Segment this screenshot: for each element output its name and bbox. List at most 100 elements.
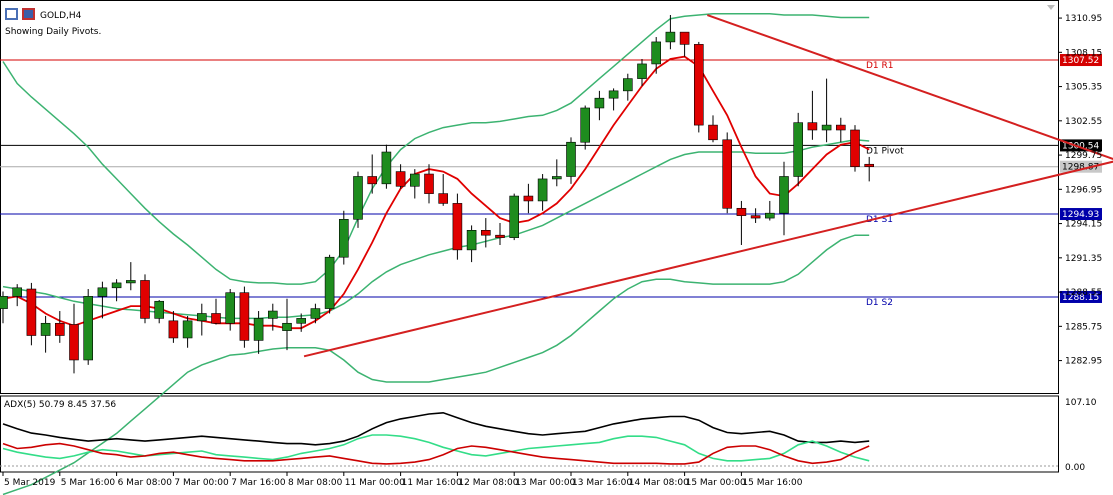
candle-body[interactable] bbox=[381, 151, 392, 185]
candle-body[interactable] bbox=[26, 288, 37, 336]
candle-body[interactable] bbox=[168, 320, 179, 339]
candle-body[interactable] bbox=[708, 124, 718, 141]
candle-body[interactable] bbox=[665, 31, 676, 43]
candlesticks[interactable] bbox=[0, 15, 875, 374]
time-tick-label: 8 Mar 08:00 bbox=[288, 478, 343, 488]
candle-body[interactable] bbox=[594, 97, 605, 109]
pivot-tag-bg-s2 bbox=[1060, 290, 1102, 303]
candle-body[interactable] bbox=[154, 300, 164, 319]
pivot-label-s1: D1 S1 bbox=[866, 215, 893, 225]
adx-tick-label: 107.10 bbox=[1065, 398, 1097, 408]
candle-body[interactable] bbox=[111, 282, 122, 289]
adx-minus-di-line bbox=[2, 442, 870, 465]
current-price-tag: 1298.87 bbox=[1062, 163, 1099, 173]
candle-body[interactable] bbox=[807, 122, 818, 131]
candle-body[interactable] bbox=[239, 292, 250, 341]
candle-body[interactable] bbox=[466, 230, 477, 251]
candle-body[interactable] bbox=[69, 324, 79, 361]
candle-body[interactable] bbox=[835, 124, 846, 131]
candle-body[interactable] bbox=[40, 322, 51, 336]
candle-body[interactable] bbox=[551, 176, 562, 180]
candle-body[interactable] bbox=[267, 310, 278, 319]
candle-body[interactable] bbox=[282, 322, 292, 331]
chart-frame bbox=[0, 0, 1059, 473]
price-tick-label: 1299.75 bbox=[1065, 151, 1102, 161]
time-tick-label: 7 Mar 16:00 bbox=[231, 478, 286, 488]
candle-body[interactable] bbox=[509, 195, 520, 238]
time-tick-label: 15 Mar 16:00 bbox=[742, 478, 802, 488]
candle-body[interactable] bbox=[0, 296, 8, 309]
candle-body[interactable] bbox=[310, 308, 321, 319]
chart-window-icon-inner bbox=[7, 10, 16, 18]
time-tick-label: 5 Mar 16:00 bbox=[61, 478, 116, 488]
candle-body[interactable] bbox=[523, 195, 534, 202]
candle-body[interactable] bbox=[296, 318, 307, 324]
price-tick-label: 1302.55 bbox=[1065, 117, 1102, 127]
price-tick-label: 1282.95 bbox=[1065, 357, 1102, 367]
symbol-flag-icon-inner bbox=[24, 10, 33, 18]
candle-body[interactable] bbox=[495, 234, 505, 238]
candle-body[interactable] bbox=[438, 193, 449, 204]
indicator-note: Showing Daily Pivots. bbox=[5, 27, 101, 37]
candle-body[interactable] bbox=[126, 280, 136, 284]
candle-body[interactable] bbox=[566, 141, 576, 177]
price-tick-label: 1288.55 bbox=[1065, 288, 1102, 298]
candle-body[interactable] bbox=[480, 230, 491, 236]
candle-body[interactable] bbox=[722, 139, 733, 209]
candle-body[interactable] bbox=[608, 90, 619, 99]
adx-tick-label: 0.00 bbox=[1065, 463, 1085, 473]
trendline[interactable] bbox=[706, 14, 1113, 161]
candle-body[interactable] bbox=[793, 122, 804, 177]
candle-body[interactable] bbox=[83, 296, 93, 361]
candle-body[interactable] bbox=[225, 292, 235, 324]
candle-body[interactable] bbox=[253, 318, 264, 341]
candle-body[interactable] bbox=[324, 256, 335, 309]
time-axis[interactable]: 5 Mar 2019 5 Mar 16:00 6 Mar 08:00 7 Mar 00… bbox=[2, 472, 803, 488]
adx-label: ADX(5) 50.79 8.45 37.56 bbox=[4, 400, 116, 410]
candle-body[interactable] bbox=[779, 176, 789, 214]
candle-body[interactable] bbox=[97, 287, 108, 297]
candle-body[interactable] bbox=[140, 280, 150, 319]
candle-body[interactable] bbox=[54, 322, 65, 336]
candle-body[interactable] bbox=[821, 124, 832, 131]
candle-body[interactable] bbox=[864, 163, 875, 167]
candle-body[interactable] bbox=[850, 129, 860, 167]
chart-shift-marker-icon[interactable] bbox=[1047, 5, 1055, 10]
candle-body[interactable] bbox=[622, 78, 633, 92]
candle-body[interactable] bbox=[211, 313, 221, 324]
candle-body[interactable] bbox=[580, 107, 591, 143]
trendline[interactable] bbox=[303, 160, 1113, 358]
pivot-tag-r1: 1307.52 bbox=[1062, 56, 1099, 66]
candle-body[interactable] bbox=[452, 203, 463, 251]
time-tick-label: 11 Mar 16:00 bbox=[402, 478, 462, 488]
candle-body[interactable] bbox=[12, 287, 22, 297]
candle-body[interactable] bbox=[637, 63, 647, 79]
candle-body[interactable] bbox=[679, 31, 690, 45]
time-tick-label: 13 Mar 16:00 bbox=[572, 478, 632, 488]
candle-body[interactable] bbox=[693, 44, 704, 126]
chart-header: GOLD,H4 Showing Daily Pivots. bbox=[5, 5, 1055, 37]
bollinger-bands bbox=[2, 13, 870, 495]
price-tick-label: 1305.35 bbox=[1065, 83, 1102, 93]
candle-body[interactable] bbox=[395, 171, 406, 187]
price-tick-label: 1291.35 bbox=[1065, 254, 1102, 264]
candle-body[interactable] bbox=[353, 176, 363, 220]
candle-body[interactable] bbox=[736, 207, 747, 216]
price-axis[interactable]: 1310.95 1308.15 1305.35 1302.55 1299.75 1296.… bbox=[1058, 14, 1102, 367]
price-tick-label: 1285.75 bbox=[1065, 322, 1102, 332]
candle-body[interactable] bbox=[651, 41, 662, 65]
candle-body[interactable] bbox=[750, 215, 761, 219]
symbol-label: GOLD,H4 bbox=[40, 11, 82, 21]
candle-body[interactable] bbox=[197, 313, 207, 322]
candle-body[interactable] bbox=[409, 173, 420, 187]
price-tick-label: 1308.15 bbox=[1065, 48, 1102, 58]
candle-body[interactable] bbox=[424, 173, 434, 194]
trendlines[interactable] bbox=[303, 14, 1113, 358]
candle-body[interactable] bbox=[338, 218, 349, 258]
adx-plot-border bbox=[0, 395, 1059, 473]
candle-body[interactable] bbox=[182, 320, 193, 339]
candle-body[interactable] bbox=[367, 176, 378, 185]
candle-body[interactable] bbox=[764, 212, 775, 219]
candle-body[interactable] bbox=[537, 178, 548, 202]
